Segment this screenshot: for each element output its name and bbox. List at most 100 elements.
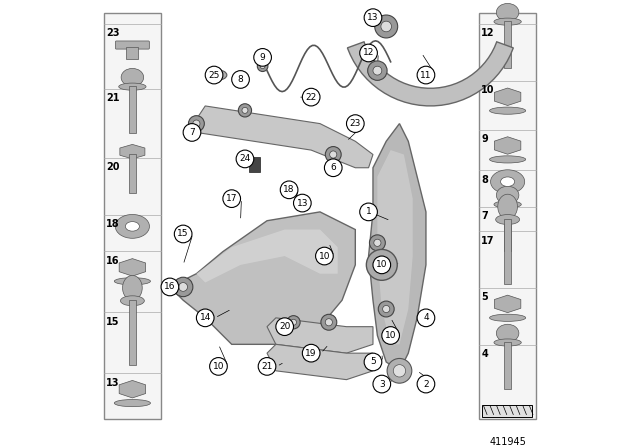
Circle shape [280,181,298,198]
Text: 20: 20 [106,163,120,172]
Text: 2: 2 [423,379,429,388]
Text: 18: 18 [284,185,295,194]
Circle shape [367,61,387,80]
Circle shape [173,277,193,297]
Circle shape [381,21,392,32]
Polygon shape [267,318,373,353]
Text: 5: 5 [370,358,376,366]
Circle shape [366,250,397,280]
Circle shape [179,283,188,291]
Circle shape [378,301,394,317]
Circle shape [174,225,192,243]
Polygon shape [170,212,355,345]
Text: 12: 12 [481,28,495,39]
Text: 10: 10 [212,362,224,371]
Circle shape [223,190,241,207]
Text: 18: 18 [106,220,120,229]
Ellipse shape [215,73,222,77]
Circle shape [205,66,223,84]
Circle shape [236,150,254,168]
Bar [504,219,511,284]
Text: 8: 8 [481,175,488,185]
Ellipse shape [500,177,515,186]
Ellipse shape [120,296,145,306]
Text: 11: 11 [420,70,432,80]
Bar [129,86,136,133]
Text: 13: 13 [296,198,308,207]
FancyBboxPatch shape [482,405,532,417]
Text: 20: 20 [279,322,291,331]
Circle shape [360,44,378,62]
Circle shape [383,306,390,313]
Circle shape [161,278,179,296]
Bar [129,300,136,365]
Circle shape [394,365,406,377]
Circle shape [374,257,390,273]
Ellipse shape [125,222,140,231]
Ellipse shape [497,4,519,22]
Text: 10: 10 [481,85,495,95]
FancyBboxPatch shape [104,13,161,419]
Circle shape [196,309,214,327]
Text: 10: 10 [385,331,396,340]
Text: 13: 13 [106,378,120,388]
Circle shape [260,64,265,69]
Ellipse shape [122,276,142,300]
Ellipse shape [115,400,150,407]
Text: 10: 10 [376,260,388,269]
Circle shape [387,358,412,383]
Ellipse shape [498,194,518,219]
Circle shape [360,203,378,221]
Text: 411945: 411945 [489,437,526,447]
Polygon shape [494,295,521,313]
Bar [504,21,511,68]
Bar [504,204,511,251]
Text: 10: 10 [319,251,330,261]
Bar [129,155,136,194]
Circle shape [302,88,320,106]
Polygon shape [196,229,338,283]
Circle shape [364,9,382,26]
Text: 15: 15 [177,229,189,238]
Text: 16: 16 [106,256,120,266]
Circle shape [257,61,268,72]
Circle shape [294,194,311,212]
Circle shape [232,71,250,88]
Circle shape [321,314,337,330]
Text: 9: 9 [260,53,266,62]
Ellipse shape [495,215,520,224]
Text: 12: 12 [363,48,374,57]
Ellipse shape [490,107,525,114]
Ellipse shape [121,69,143,86]
Circle shape [258,358,276,375]
Text: 24: 24 [239,155,251,164]
FancyBboxPatch shape [115,41,149,49]
Ellipse shape [119,83,146,90]
Circle shape [364,353,382,371]
Text: 25: 25 [209,70,220,80]
Text: 4: 4 [481,349,488,359]
Text: 16: 16 [164,282,175,292]
Circle shape [325,319,332,326]
Text: 17: 17 [481,236,495,246]
Polygon shape [494,88,521,106]
Circle shape [373,256,390,274]
Ellipse shape [497,324,519,342]
Text: 22: 22 [305,93,317,102]
FancyBboxPatch shape [479,13,536,419]
Circle shape [242,108,248,113]
Circle shape [373,375,390,393]
Ellipse shape [115,215,150,238]
Text: 6: 6 [330,163,336,172]
Ellipse shape [494,18,521,25]
Circle shape [325,146,341,163]
Circle shape [291,319,296,325]
Text: 21: 21 [261,362,273,371]
Ellipse shape [494,201,521,208]
Circle shape [188,116,204,132]
Circle shape [193,120,200,127]
Ellipse shape [497,186,519,204]
Polygon shape [196,106,373,168]
Text: 19: 19 [305,349,317,358]
Text: 13: 13 [367,13,379,22]
